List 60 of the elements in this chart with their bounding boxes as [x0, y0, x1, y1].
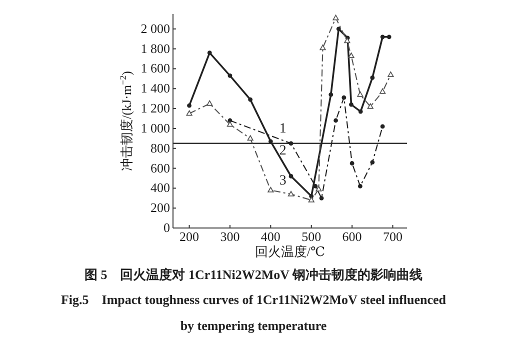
y-tick-label: 1 000 [140, 120, 170, 136]
point [380, 34, 385, 40]
x-tick-label: 600 [342, 229, 362, 244]
point [268, 186, 274, 192]
x-tick-label: 400 [260, 229, 280, 244]
point [332, 14, 339, 20]
y-tick-label: 600 [150, 160, 170, 176]
point [316, 186, 322, 192]
point [206, 100, 213, 106]
text: Fig.5 Impact toughness curves of 1Cr11Ni2W2MoV steel influenced by tempering temperature [60, 291, 447, 335]
point [328, 92, 334, 97]
point [320, 44, 326, 50]
point [308, 196, 314, 202]
y-tick-label: 1 400 [140, 80, 170, 96]
point [186, 110, 192, 116]
y-tick-label: 1 600 [140, 60, 170, 76]
point [288, 141, 294, 146]
y-tick-label: 200 [150, 200, 170, 216]
y-tick-label: 400 [150, 180, 170, 196]
point [370, 160, 375, 165]
point [380, 88, 386, 94]
point [344, 38, 350, 44]
x-tick-label: 700 [383, 229, 403, 244]
point [349, 102, 354, 107]
y-tick-label: 800 [150, 140, 170, 156]
point [334, 118, 338, 123]
point [288, 190, 294, 196]
series-label: 2 [279, 143, 286, 158]
point [386, 34, 392, 40]
point [248, 97, 253, 102]
x-tick-label: 300 [220, 229, 240, 244]
point [350, 161, 354, 166]
point [380, 124, 385, 129]
y-tick-label: 0 [164, 220, 170, 235]
point [226, 121, 234, 127]
point [247, 135, 254, 141]
series-label: 1 [279, 121, 286, 136]
y-tick-label: 1 200 [140, 100, 170, 116]
y-tick-label: 2 000 [140, 20, 170, 36]
x-tick-label: 200 [180, 229, 200, 244]
point [370, 76, 375, 80]
point [367, 103, 374, 109]
y-tick-label: 1 800 [140, 40, 170, 56]
point [348, 52, 354, 58]
text: 图 5 回火温度对 1Cr11Ni2W2MoV 钢冲击韧度的影响曲线 [84, 267, 423, 282]
point [228, 74, 232, 78]
x-axis-title: 回火温度/℃ [254, 244, 326, 259]
point [358, 184, 362, 188]
point [336, 26, 341, 32]
point [388, 71, 394, 77]
point [358, 109, 363, 114]
point [207, 50, 212, 56]
point [319, 196, 324, 200]
series-label: 3 [279, 174, 286, 189]
point [357, 91, 364, 97]
x-tick-label: 500 [302, 229, 322, 244]
point [268, 139, 273, 144]
point [342, 95, 346, 100]
point [187, 103, 192, 108]
point [288, 174, 294, 178]
